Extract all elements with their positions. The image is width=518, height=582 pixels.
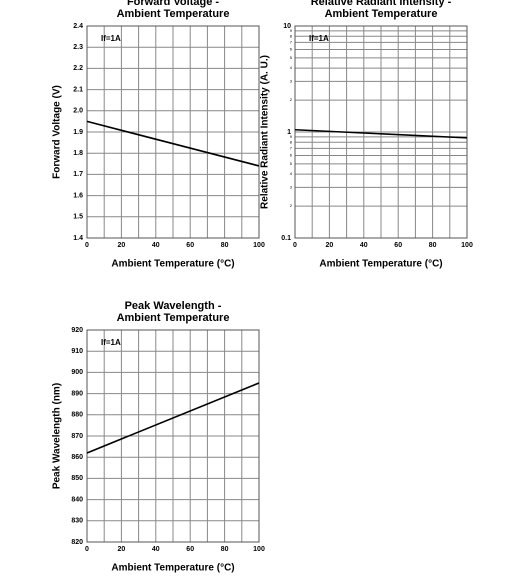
plot-frame: [86, 25, 260, 239]
y-minor-tick-label: 2: [290, 203, 293, 208]
x-tick-label: 40: [152, 546, 160, 553]
x-tick-label: 60: [394, 242, 402, 249]
y-minor-tick-label: 2: [290, 97, 293, 102]
y-tick-label: 0.1: [281, 235, 291, 242]
annotation: If=1A: [101, 338, 121, 347]
plot-frame: [86, 329, 260, 543]
x-tick-label: 20: [118, 546, 126, 553]
y-tick-label: 910: [71, 348, 83, 355]
y-minor-tick-label: 9: [290, 134, 293, 139]
y-tick-label: 1.4: [73, 235, 83, 242]
chart-title: Peak Wavelength -: [125, 300, 222, 312]
y-tick-label: 2.0: [73, 108, 83, 115]
x-tick-label: 80: [429, 242, 437, 249]
y-tick-label: 1: [287, 129, 291, 136]
y-tick-label: 920: [71, 327, 83, 334]
y-tick-label: 1.5: [73, 214, 83, 221]
y-tick-label: 850: [71, 475, 83, 482]
chart-title: Ambient Temperature: [117, 8, 230, 20]
y-minor-tick-label: 9: [290, 28, 293, 33]
y-minor-tick-label: 3: [290, 184, 293, 189]
y-tick-label: 900: [71, 369, 83, 376]
y-minor-tick-label: 7: [290, 39, 293, 44]
y-minor-tick-label: 6: [290, 153, 293, 158]
y-tick-label: 880: [71, 412, 83, 419]
y-tick-label: 1.7: [73, 171, 83, 178]
y-tick-label: 840: [71, 496, 83, 503]
y-minor-tick-label: 7: [290, 145, 293, 150]
x-tick-label: 20: [326, 242, 334, 249]
y-minor-tick-label: 5: [290, 55, 293, 60]
x-axis-label: Ambient Temperature (°C): [111, 259, 234, 270]
y-axis-label: Relative Radiant Intensity (A. U.): [260, 55, 271, 209]
annotation: If=1A: [101, 34, 121, 43]
chart-title: Ambient Temperature: [117, 312, 230, 324]
x-tick-label: 20: [118, 242, 126, 249]
y-minor-tick-label: 8: [290, 139, 293, 144]
chart-title: Ambient Temperature: [325, 8, 438, 20]
x-tick-label: 0: [293, 242, 297, 249]
x-tick-label: 100: [253, 242, 265, 249]
x-tick-label: 0: [85, 546, 89, 553]
y-minor-tick-label: 4: [290, 65, 293, 70]
x-tick-label: 100: [253, 546, 265, 553]
y-minor-tick-label: 8: [290, 33, 293, 38]
y-tick-label: 820: [71, 539, 83, 546]
x-tick-label: 40: [360, 242, 368, 249]
y-minor-tick-label: 5: [290, 161, 293, 166]
data-line: [294, 128, 468, 139]
y-tick-label: 10: [283, 23, 291, 30]
y-tick-label: 2.3: [73, 44, 83, 51]
x-tick-label: 80: [221, 546, 229, 553]
y-tick-label: 1.9: [73, 129, 83, 136]
y-tick-label: 860: [71, 454, 83, 461]
x-tick-label: 40: [152, 242, 160, 249]
y-tick-label: 2.1: [73, 86, 83, 93]
chart-title: Relative Radiant Intensity -: [311, 0, 452, 8]
plot-frame: [294, 25, 468, 239]
y-tick-label: 870: [71, 433, 83, 440]
x-tick-label: 0: [85, 242, 89, 249]
y-tick-label: 1.6: [73, 192, 83, 199]
x-tick-label: 60: [186, 242, 194, 249]
y-minor-tick-label: 3: [290, 78, 293, 83]
x-axis-label: Ambient Temperature (°C): [319, 259, 442, 270]
y-tick-label: 890: [71, 390, 83, 397]
x-tick-label: 80: [221, 242, 229, 249]
y-tick-label: 830: [71, 518, 83, 525]
data-line: [86, 120, 260, 167]
y-axis-label: Peak Wavelength (nm): [52, 383, 63, 489]
chart-title: Forward Voltage -: [127, 0, 219, 8]
x-axis-label: Ambient Temperature (°C): [111, 563, 234, 574]
x-tick-label: 60: [186, 546, 194, 553]
x-tick-label: 100: [461, 242, 473, 249]
y-axis-label: Forward Voltage (V): [52, 85, 63, 179]
data-line: [86, 382, 260, 454]
y-tick-label: 1.8: [73, 150, 83, 157]
y-tick-label: 2.4: [73, 23, 83, 30]
y-minor-tick-label: 4: [290, 171, 293, 176]
y-minor-tick-label: 6: [290, 47, 293, 52]
y-tick-label: 2.2: [73, 65, 83, 72]
annotation: If=1A: [309, 34, 329, 43]
